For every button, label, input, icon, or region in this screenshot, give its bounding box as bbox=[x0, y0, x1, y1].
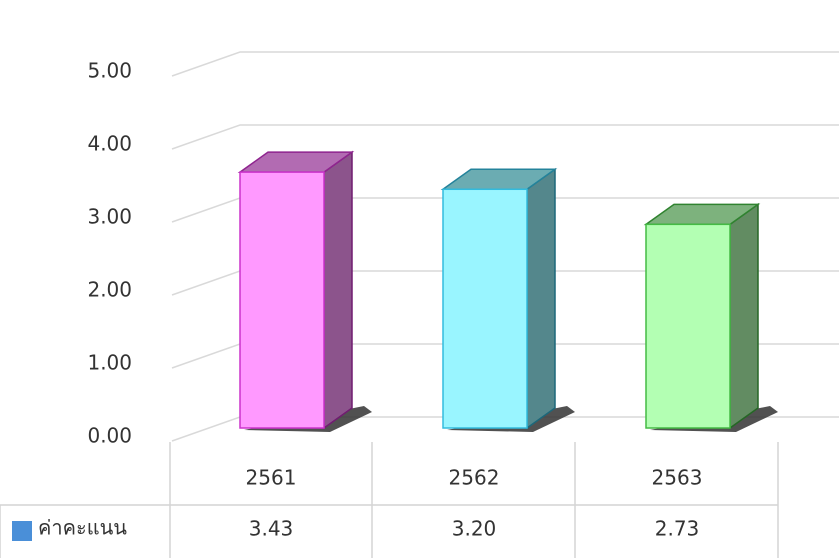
bar-side bbox=[526, 167, 556, 430]
bar bbox=[237, 150, 372, 432]
x-tick-label: 2562 bbox=[449, 466, 500, 490]
bar bbox=[440, 167, 575, 432]
x-tick-label: 2563 bbox=[652, 466, 703, 490]
grid-line bbox=[171, 124, 839, 150]
table-value: 3.43 bbox=[249, 517, 294, 541]
y-tick-label: 1.00 bbox=[87, 351, 132, 375]
table-lines bbox=[0, 442, 779, 558]
bar-side bbox=[729, 202, 759, 430]
table-value: 2.73 bbox=[655, 517, 700, 541]
table-value: 3.20 bbox=[452, 517, 497, 541]
y-tick-label: 0.00 bbox=[87, 424, 132, 448]
y-tick-label: 5.00 bbox=[87, 59, 132, 83]
y-tick-label: 4.00 bbox=[87, 132, 132, 156]
bar-front bbox=[645, 223, 731, 429]
bar-side bbox=[323, 150, 353, 430]
bar-front bbox=[442, 188, 528, 429]
x-tick-label: 2561 bbox=[246, 466, 297, 490]
grid-line bbox=[171, 51, 839, 77]
legend-label: ค่าคะแนน bbox=[38, 516, 127, 540]
bar bbox=[643, 202, 778, 432]
bar-front bbox=[239, 171, 325, 429]
y-tick-label: 3.00 bbox=[87, 205, 132, 229]
legend-marker bbox=[12, 521, 32, 541]
y-tick-label: 2.00 bbox=[87, 278, 132, 302]
